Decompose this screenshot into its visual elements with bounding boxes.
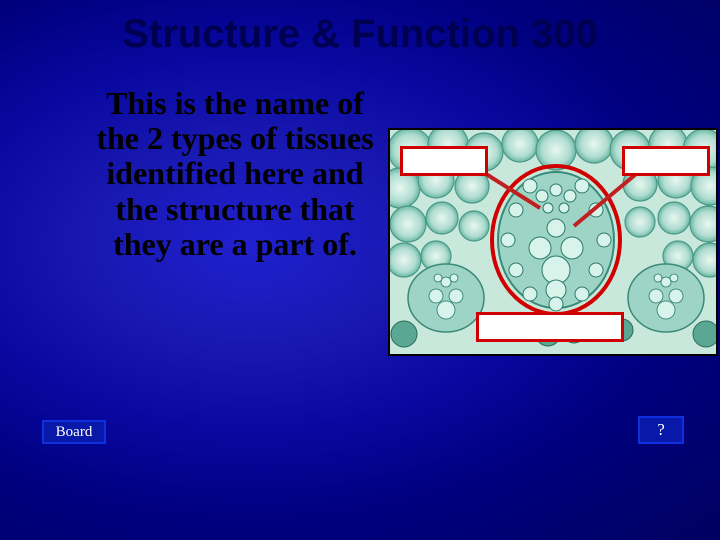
slide-title: Structure & Function 300 xyxy=(0,12,720,57)
reveal-button[interactable]: ? xyxy=(638,416,684,444)
board-button[interactable]: Board xyxy=(42,420,106,444)
label-box-left xyxy=(400,146,488,176)
label-box-bottom xyxy=(476,312,624,342)
question-text: This is the name of the 2 types of tissu… xyxy=(90,86,380,262)
label-box-right xyxy=(622,146,710,176)
micrograph-container xyxy=(388,128,718,356)
